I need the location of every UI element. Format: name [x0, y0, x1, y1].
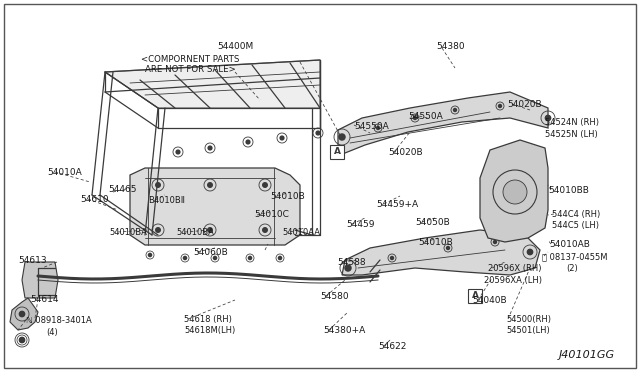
- Text: 54010A: 54010A: [47, 168, 82, 177]
- Circle shape: [148, 253, 152, 257]
- Text: ℕ 08918-3401A: ℕ 08918-3401A: [26, 316, 92, 325]
- Circle shape: [19, 337, 25, 343]
- Text: 54550A: 54550A: [354, 122, 388, 131]
- Circle shape: [316, 131, 320, 135]
- Circle shape: [19, 311, 25, 317]
- Circle shape: [213, 256, 216, 260]
- Circle shape: [208, 183, 212, 187]
- Text: 54400M: 54400M: [217, 42, 253, 51]
- Text: 54618 (RH): 54618 (RH): [184, 315, 232, 324]
- Text: 54613: 54613: [18, 256, 47, 265]
- Circle shape: [493, 240, 497, 244]
- Circle shape: [156, 183, 160, 187]
- Text: Ⓑ 08137-0455M: Ⓑ 08137-0455M: [542, 252, 607, 261]
- Circle shape: [263, 183, 268, 187]
- Circle shape: [280, 136, 284, 140]
- Text: 20596XA (LH): 20596XA (LH): [484, 276, 542, 285]
- Text: 54060B: 54060B: [193, 248, 228, 257]
- Text: 54010B: 54010B: [418, 238, 452, 247]
- Circle shape: [545, 115, 550, 121]
- Circle shape: [208, 228, 212, 232]
- Text: 54010C: 54010C: [254, 210, 289, 219]
- Polygon shape: [10, 298, 38, 330]
- Text: 54010BA: 54010BA: [176, 228, 214, 237]
- Circle shape: [263, 228, 268, 232]
- Text: 54524N (RH): 54524N (RH): [545, 118, 599, 127]
- Text: 54050B: 54050B: [415, 218, 450, 227]
- Text: 54618M(LH): 54618M(LH): [184, 326, 236, 335]
- Text: 544C5 (LH): 544C5 (LH): [552, 221, 599, 230]
- Circle shape: [390, 256, 394, 260]
- Text: 54010BB: 54010BB: [548, 186, 589, 195]
- Text: 54500(RH): 54500(RH): [506, 315, 551, 324]
- Text: 54614: 54614: [30, 295, 58, 304]
- Text: 54380+A: 54380+A: [323, 326, 365, 335]
- Text: 20596X (RH): 20596X (RH): [488, 264, 541, 273]
- Text: 54550A: 54550A: [408, 112, 443, 121]
- Circle shape: [176, 150, 180, 154]
- Circle shape: [447, 247, 449, 250]
- Polygon shape: [22, 262, 58, 298]
- Polygon shape: [105, 60, 320, 108]
- Circle shape: [376, 126, 380, 129]
- Text: 54588: 54588: [337, 258, 365, 267]
- Polygon shape: [342, 230, 540, 275]
- Text: 54020B: 54020B: [388, 148, 422, 157]
- Circle shape: [499, 105, 502, 108]
- Text: A: A: [472, 292, 479, 301]
- Polygon shape: [480, 140, 548, 242]
- Text: 54622: 54622: [378, 342, 406, 351]
- Circle shape: [20, 338, 24, 342]
- Text: 54380: 54380: [436, 42, 465, 51]
- Text: 54465: 54465: [108, 185, 136, 194]
- Polygon shape: [130, 168, 300, 245]
- Circle shape: [248, 256, 252, 260]
- Circle shape: [527, 249, 532, 255]
- Bar: [468, 289, 482, 303]
- Text: 544C4 (RH): 544C4 (RH): [552, 210, 600, 219]
- Polygon shape: [338, 92, 548, 155]
- Text: ARE NOT FOR SALE>: ARE NOT FOR SALE>: [145, 65, 236, 74]
- Text: 54610: 54610: [80, 195, 109, 204]
- Text: A: A: [333, 148, 340, 157]
- Circle shape: [156, 228, 160, 232]
- Text: 54501(LH): 54501(LH): [506, 326, 550, 335]
- Circle shape: [413, 116, 417, 119]
- Text: J40101GG: J40101GG: [559, 350, 615, 360]
- Text: 54010B: 54010B: [270, 192, 305, 201]
- Text: 54040B: 54040B: [472, 296, 507, 305]
- Circle shape: [339, 134, 345, 140]
- Circle shape: [503, 180, 527, 204]
- Text: 54020B: 54020B: [507, 100, 541, 109]
- Circle shape: [246, 140, 250, 144]
- Text: 54525N (LH): 54525N (LH): [545, 130, 598, 139]
- Circle shape: [278, 256, 282, 260]
- Text: 54010AA: 54010AA: [282, 228, 320, 237]
- Text: B4010BⅡ: B4010BⅡ: [148, 196, 185, 205]
- Circle shape: [184, 256, 187, 260]
- Text: (4): (4): [46, 328, 58, 337]
- Bar: [330, 145, 344, 159]
- Text: 54459: 54459: [346, 220, 374, 229]
- Circle shape: [454, 109, 456, 112]
- Circle shape: [208, 146, 212, 150]
- Text: <COMPORNENT PARTS: <COMPORNENT PARTS: [141, 55, 239, 64]
- Circle shape: [345, 265, 351, 271]
- Text: 54010AB: 54010AB: [549, 240, 590, 249]
- Text: 54459+A: 54459+A: [376, 200, 418, 209]
- Text: (2): (2): [566, 264, 578, 273]
- Text: 54010BA: 54010BA: [109, 228, 147, 237]
- Text: 54580: 54580: [320, 292, 349, 301]
